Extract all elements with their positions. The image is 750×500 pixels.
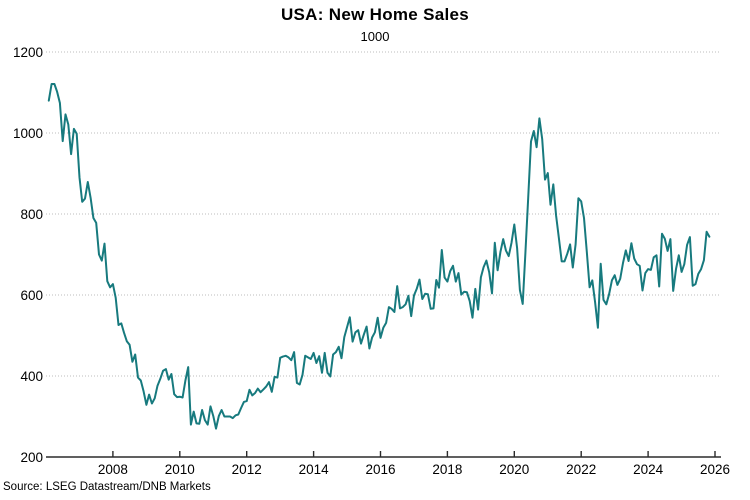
y-tick-label: 600	[20, 288, 43, 303]
y-tick-label: 1200	[13, 45, 43, 60]
x-tick-label: 2008	[98, 462, 128, 477]
x-tick-label: 2010	[165, 462, 195, 477]
y-tick-label: 400	[20, 369, 43, 384]
chart-title: USA: New Home Sales	[280, 5, 470, 24]
y-tick-label: 800	[20, 207, 43, 222]
chart-units-note: 1000	[360, 29, 390, 44]
x-tick-label: 2014	[299, 462, 330, 477]
x-tick-label: 2016	[365, 462, 395, 477]
source-attribution: Source: LSEG Datastream/DNB Markets	[3, 481, 211, 493]
x-tick-label: 2026	[700, 462, 730, 477]
new-home-sales-line	[47, 83, 711, 430]
x-tick-label: 2020	[499, 462, 529, 477]
x-tick-label: 2022	[566, 462, 596, 477]
x-tick-label: 2018	[432, 462, 462, 477]
y-tick-label: 1000	[13, 126, 43, 141]
y-tick-label: 200	[20, 450, 43, 465]
x-tick-label: 2024	[633, 462, 664, 477]
x-tick-label: 2012	[232, 462, 262, 477]
